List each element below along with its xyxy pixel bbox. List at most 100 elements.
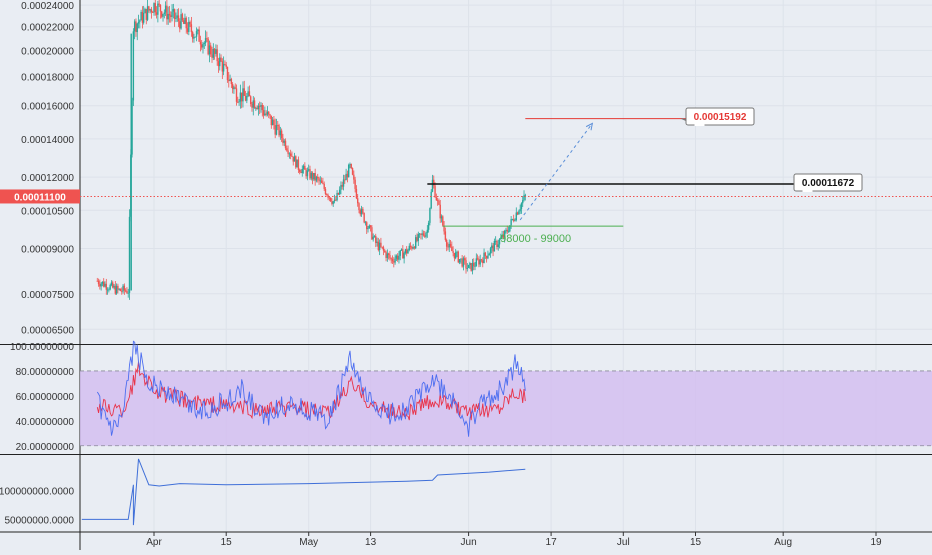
candle xyxy=(420,233,422,240)
candle xyxy=(280,128,283,143)
candle xyxy=(191,30,194,43)
candle xyxy=(293,152,296,162)
candle xyxy=(332,200,334,207)
candle xyxy=(363,212,365,224)
candle xyxy=(277,120,279,131)
candle xyxy=(340,181,342,195)
candle xyxy=(515,207,517,222)
candle xyxy=(402,245,404,259)
candle xyxy=(322,177,324,185)
obv-tick-label: 100000000.0000 xyxy=(0,487,74,498)
candle xyxy=(476,254,479,261)
candle xyxy=(238,98,240,106)
candle xyxy=(378,239,381,256)
candle xyxy=(142,5,145,25)
current-price-badge: 0.00011100 xyxy=(0,189,80,204)
candle xyxy=(162,13,164,22)
candle xyxy=(387,252,390,260)
candle xyxy=(181,12,184,23)
price-tick-label: 0.00022000 xyxy=(21,23,74,34)
candle xyxy=(96,277,98,282)
time-tick-label: May xyxy=(299,537,318,548)
candle xyxy=(350,163,352,170)
candle xyxy=(243,80,245,97)
candle xyxy=(507,226,510,233)
candle xyxy=(310,171,312,181)
candle xyxy=(114,280,117,295)
candle xyxy=(221,58,224,80)
candle xyxy=(382,245,385,256)
candle xyxy=(315,175,318,183)
candle xyxy=(465,257,467,274)
candle xyxy=(386,249,389,262)
candle xyxy=(473,258,475,271)
candle xyxy=(425,231,427,239)
candle xyxy=(288,152,291,159)
rsi-tick-label: 20.00000000 xyxy=(16,442,75,453)
candle xyxy=(514,218,516,222)
price-tick-label: 0.00010500 xyxy=(21,206,74,217)
candle xyxy=(327,193,329,201)
candle xyxy=(511,218,514,221)
candle xyxy=(506,225,508,235)
candle xyxy=(256,105,258,110)
candle xyxy=(215,44,217,57)
candle xyxy=(484,251,487,260)
projection-arrow[interactable] xyxy=(519,123,593,221)
candle xyxy=(109,283,111,291)
candle xyxy=(255,106,257,111)
candle xyxy=(282,133,284,146)
candle xyxy=(269,113,271,119)
candle xyxy=(433,175,435,189)
candle xyxy=(175,12,177,23)
rsi-tick-label: 40.00000000 xyxy=(16,417,75,428)
resistance-callout-text: 0.00011672 xyxy=(802,178,855,189)
candle xyxy=(377,237,380,252)
candle xyxy=(257,103,260,116)
candle xyxy=(240,92,243,109)
candle xyxy=(279,126,282,140)
candle xyxy=(524,193,527,201)
candle xyxy=(262,105,265,119)
candle xyxy=(242,81,244,108)
candle xyxy=(112,280,114,289)
candle xyxy=(110,280,113,287)
candle xyxy=(113,283,115,290)
candle xyxy=(438,198,440,206)
resistance-callout[interactable]: 0.00011672 xyxy=(793,173,863,192)
candle xyxy=(435,193,438,201)
candle xyxy=(364,220,367,226)
candle xyxy=(157,0,159,23)
candle xyxy=(206,31,208,43)
candles xyxy=(96,0,527,300)
candle xyxy=(345,168,347,181)
candle xyxy=(445,238,448,252)
obv-tick-label: 50000000.0000 xyxy=(4,515,74,526)
candle xyxy=(519,204,521,215)
candle xyxy=(182,17,185,25)
candle xyxy=(471,258,474,275)
candle xyxy=(447,242,449,251)
candle xyxy=(457,250,459,264)
candle xyxy=(479,254,481,267)
candle xyxy=(427,220,430,233)
candle xyxy=(188,17,190,36)
candle xyxy=(494,236,497,245)
candle xyxy=(430,189,432,210)
candle xyxy=(413,246,416,250)
candle xyxy=(464,255,466,265)
candle xyxy=(248,85,251,97)
time-axis: Apr 15 May 13 Jun 17 Jul 15 Aug 19 xyxy=(146,532,882,548)
target-callout[interactable]: 0.00015192 xyxy=(681,107,755,126)
candle xyxy=(251,101,253,112)
candle xyxy=(298,168,301,175)
candle xyxy=(513,214,515,223)
candle xyxy=(338,186,341,196)
candle xyxy=(460,258,462,264)
candle xyxy=(498,237,501,249)
candle xyxy=(291,151,293,158)
candle xyxy=(353,170,355,184)
candle xyxy=(301,165,303,177)
